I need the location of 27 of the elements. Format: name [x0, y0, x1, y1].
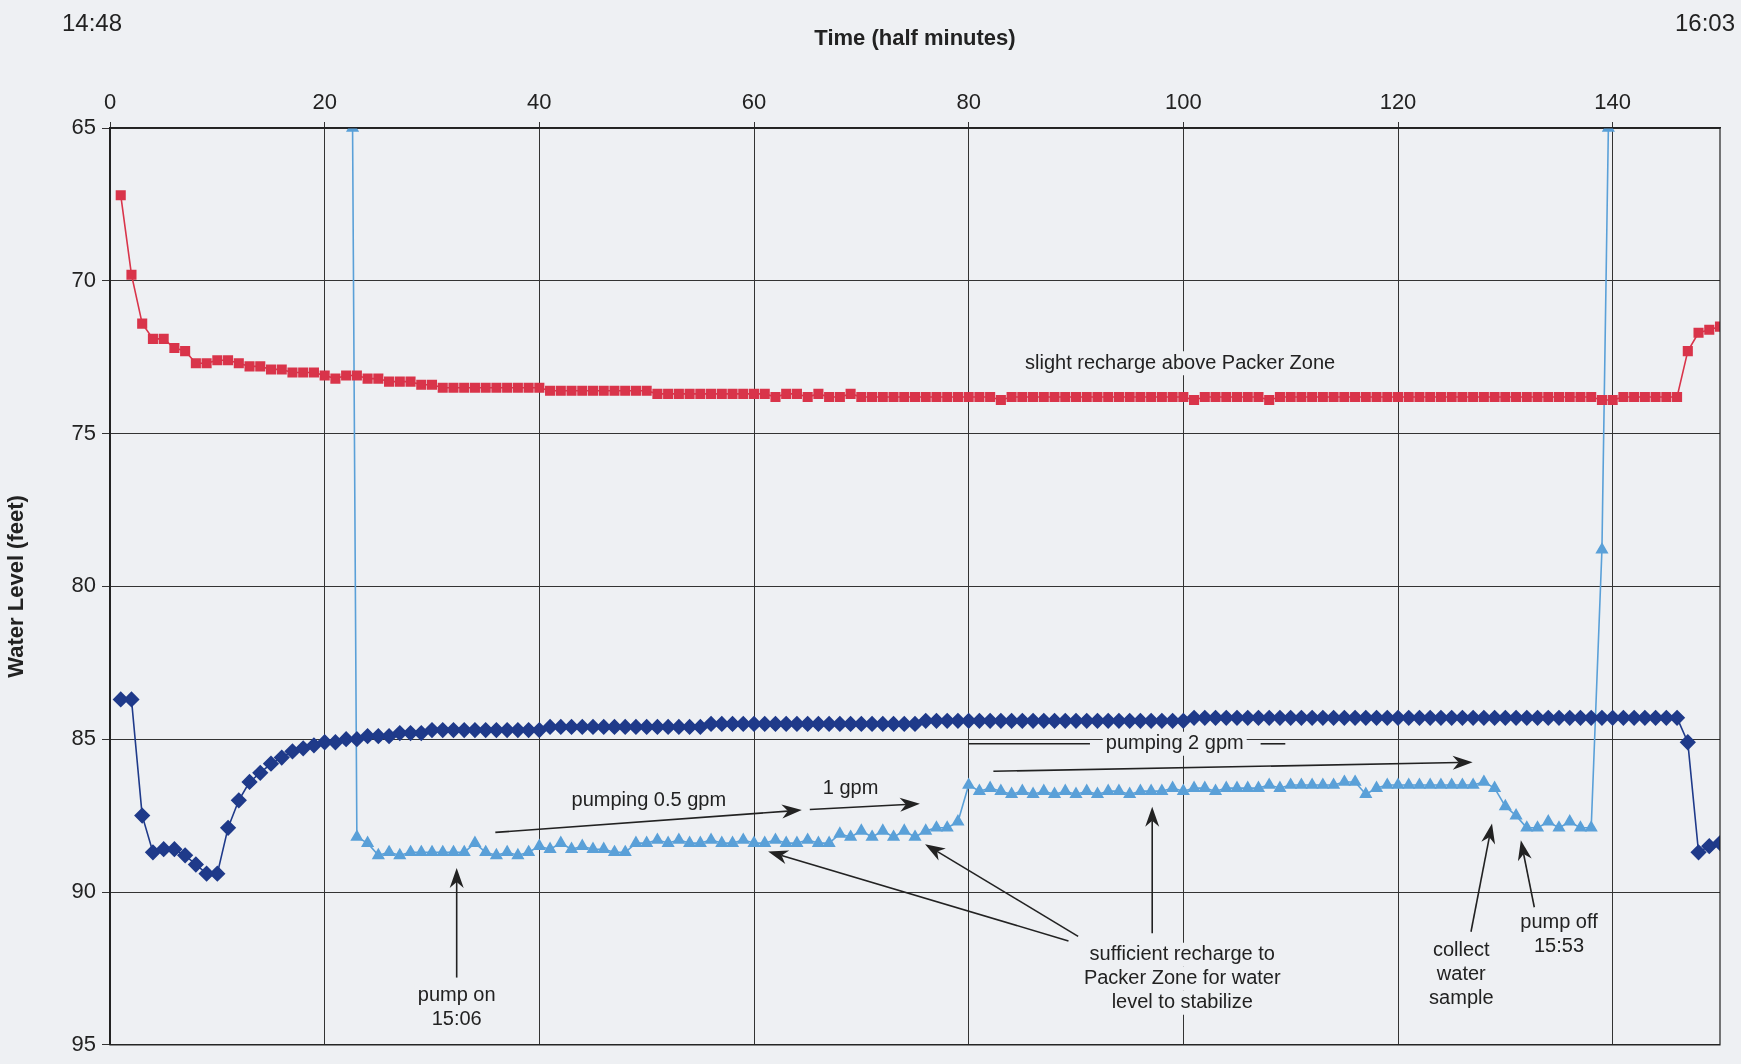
- y-tick-label: 80: [71, 572, 96, 598]
- annotation: 1 gpm: [822, 775, 879, 798]
- annotation: sufficient recharge to Packer Zone for water level to stabilize: [1083, 942, 1281, 1013]
- y-tick-label: 90: [71, 878, 96, 904]
- annotation: pump off 15:53: [1520, 910, 1599, 957]
- annotation: collect water sample: [1429, 937, 1494, 1008]
- y-axis-title: Water Level (feet): [3, 495, 29, 678]
- text: 14:48: [62, 8, 123, 36]
- y-tick-label: 65: [71, 114, 96, 140]
- x-tick-label: 20: [312, 88, 337, 114]
- x-axis-title: Time (half minutes): [814, 25, 1016, 51]
- x-tick-label: 0: [103, 88, 117, 114]
- x-tick-label: 140: [1594, 88, 1632, 114]
- annotation: pumping 2 gpm: [1105, 731, 1244, 754]
- x-tick-label: 80: [956, 88, 981, 114]
- y-tick-label: 70: [71, 266, 96, 292]
- x-tick-label: 40: [527, 88, 552, 114]
- x-tick-label: 100: [1164, 88, 1202, 114]
- y-tick-label: 95: [71, 1030, 96, 1056]
- annotation: pumping 0.5 gpm: [571, 787, 727, 810]
- y-tick-label: 75: [71, 419, 96, 445]
- text: 16:03: [1674, 8, 1735, 36]
- x-tick-label: 60: [741, 88, 767, 114]
- annotation: pump on 15:06: [417, 983, 496, 1030]
- annotation: slight recharge above Packer Zone: [1025, 350, 1336, 373]
- y-tick-label: 85: [71, 725, 96, 751]
- x-tick-label: 120: [1379, 88, 1417, 114]
